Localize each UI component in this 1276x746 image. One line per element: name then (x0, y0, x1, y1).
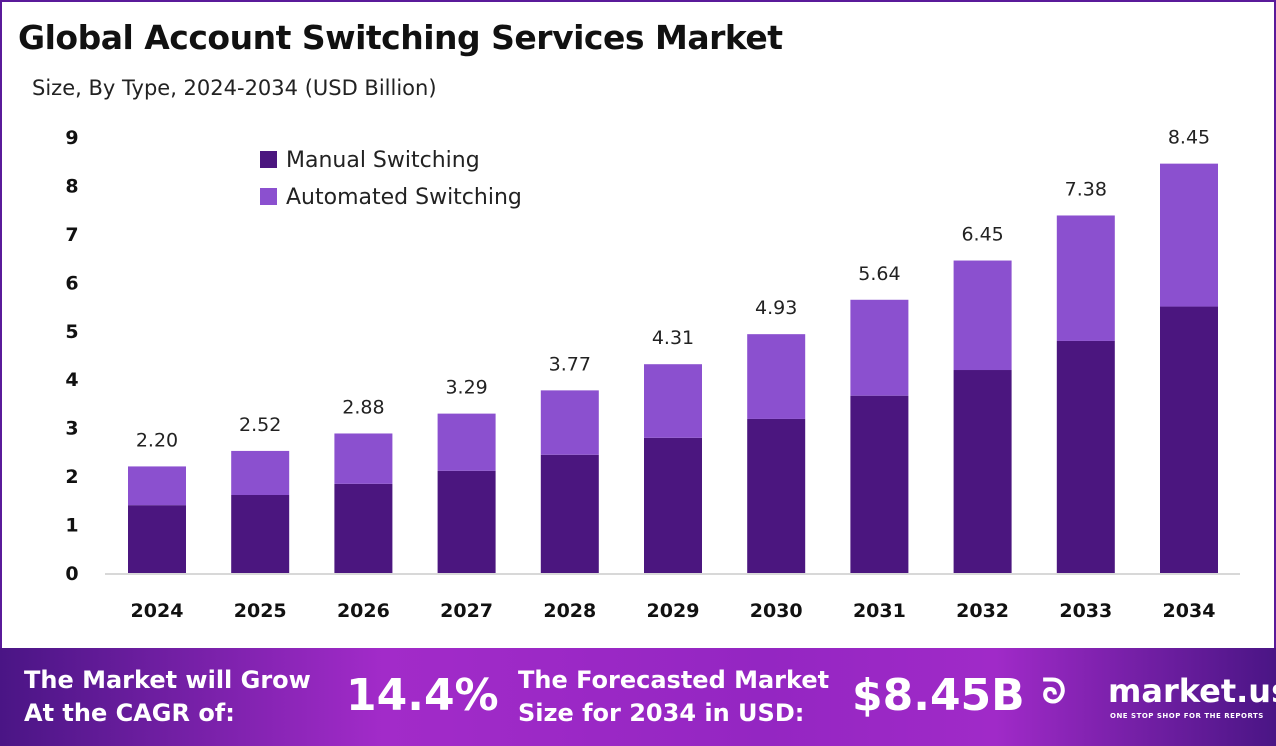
bar-automated-2030 (747, 334, 806, 419)
forecast-value: $8.45B (852, 670, 1025, 721)
total-data-label: 6.45 (961, 224, 1003, 246)
total-data-label: 8.45 (1168, 127, 1210, 149)
x-tick-label: 2032 (956, 600, 1009, 622)
bar-automated-2033 (1056, 215, 1115, 341)
y-tick-label: 9 (65, 127, 78, 149)
bar-manual-2033 (1056, 340, 1115, 573)
bar-automated-2024 (128, 466, 186, 506)
x-tick-label: 2025 (234, 600, 287, 622)
bar-manual-2027 (437, 470, 496, 573)
bar-automated-2026 (334, 433, 393, 484)
bar-automated-2031 (850, 299, 909, 396)
x-tick-label: 2031 (853, 600, 906, 622)
cagr-label-line2: At the CAGR of: (24, 699, 235, 727)
x-tick-label: 2028 (543, 600, 596, 622)
bar-automated-2027 (437, 413, 496, 471)
forecast-label-line1: The Forecasted Market (518, 666, 830, 694)
brand-name: market.us (1108, 672, 1276, 710)
x-tick-label: 2030 (750, 600, 803, 622)
total-data-label: 7.38 (1065, 178, 1107, 200)
legend-swatch (260, 151, 277, 168)
x-tick-label: 2024 (131, 600, 184, 622)
bar-manual-2025 (231, 495, 290, 573)
legend-swatch (260, 188, 277, 205)
total-data-label: 4.93 (755, 297, 797, 319)
y-tick-label: 5 (65, 321, 78, 343)
bar-manual-2029 (644, 437, 702, 573)
y-tick-label: 8 (65, 175, 78, 197)
y-tick-label: 2 (65, 466, 78, 488)
y-tick-label: 0 (65, 563, 78, 585)
total-data-label: 2.20 (136, 429, 178, 451)
total-data-label: 2.52 (239, 414, 281, 436)
y-tick-label: 7 (65, 224, 78, 246)
x-tick-label: 2029 (647, 600, 700, 622)
bar-manual-2030 (747, 418, 806, 573)
bar-manual-2031 (850, 395, 909, 573)
total-data-label: 2.88 (342, 396, 384, 418)
footer-banner: The Market will Grow At the CAGR of: 14.… (0, 648, 1276, 746)
bar-manual-2024 (128, 505, 186, 573)
y-tick-label: 1 (65, 515, 78, 537)
bar-automated-2028 (540, 390, 599, 455)
stacked-bar-chart: 0 1 2 3 4 5 6 7 8 9 2.20 2024 2.52 2025 2.88 2026 3.29 20… (65, 127, 1240, 622)
total-data-label: 3.77 (549, 353, 591, 375)
total-data-label: 3.29 (445, 377, 487, 399)
brand-tagline: ONE STOP SHOP FOR THE REPORTS (1110, 712, 1264, 720)
bar-automated-2034 (1160, 163, 1218, 307)
bar-manual-2028 (540, 454, 599, 573)
bar-manual-2034 (1160, 306, 1218, 573)
bar-automated-2025 (231, 450, 290, 496)
bar-manual-2032 (953, 370, 1012, 573)
total-data-label: 4.31 (652, 327, 694, 349)
legend-label: Manual Switching (286, 148, 480, 173)
cagr-label-line1: The Market will Grow (24, 666, 311, 694)
bar-automated-2029 (644, 364, 702, 438)
forecast-label-line2: Size for 2034 in USD: (518, 699, 805, 727)
x-tick-label: 2034 (1163, 600, 1216, 622)
y-tick-label: 6 (65, 272, 78, 294)
chart-title: Global Account Switching Services Market (18, 18, 783, 57)
total-data-label: 5.64 (858, 263, 900, 285)
x-tick-label: 2033 (1059, 600, 1112, 622)
x-tick-label: 2026 (337, 600, 390, 622)
y-tick-label: 4 (65, 369, 78, 391)
x-tick-label: 2027 (440, 600, 493, 622)
cagr-value: 14.4% (346, 670, 499, 721)
bar-automated-2032 (953, 260, 1012, 371)
chart-subtitle: Size, By Type, 2024-2034 (USD Billion) (32, 76, 437, 100)
bar-manual-2026 (334, 483, 393, 573)
brand-logo-icon: ᘐ (1042, 672, 1066, 712)
legend-label: Automated Switching (286, 185, 522, 210)
y-tick-label: 3 (65, 418, 78, 440)
